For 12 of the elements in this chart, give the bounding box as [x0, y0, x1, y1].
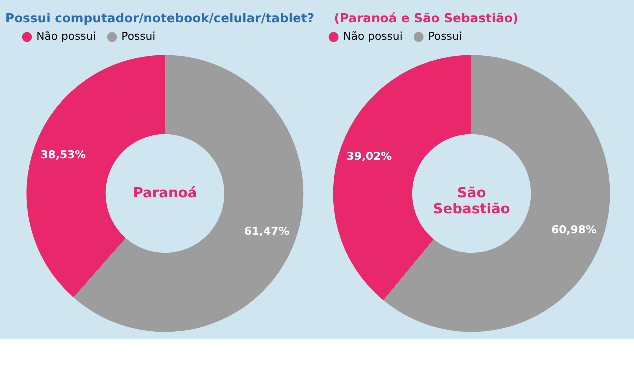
chart-subtitle: (Paranoá e São Sebastião) [334, 12, 519, 26]
text: Paranoá [133, 186, 198, 202]
legend-label: Possui [428, 30, 462, 44]
data-label: 61,47% [244, 225, 290, 238]
legend-label: Não possui [36, 30, 96, 44]
legend-label: Não possui [343, 30, 403, 44]
legend-label: Possui [122, 30, 156, 44]
data-label: 39,02% [346, 150, 392, 163]
text: São Sebastião [433, 186, 510, 218]
data-label: 60,98% [552, 223, 597, 236]
data-label: 38,53% [40, 148, 86, 162]
chart-title: Possui computador/notebook/celular/tablet? [6, 12, 315, 26]
